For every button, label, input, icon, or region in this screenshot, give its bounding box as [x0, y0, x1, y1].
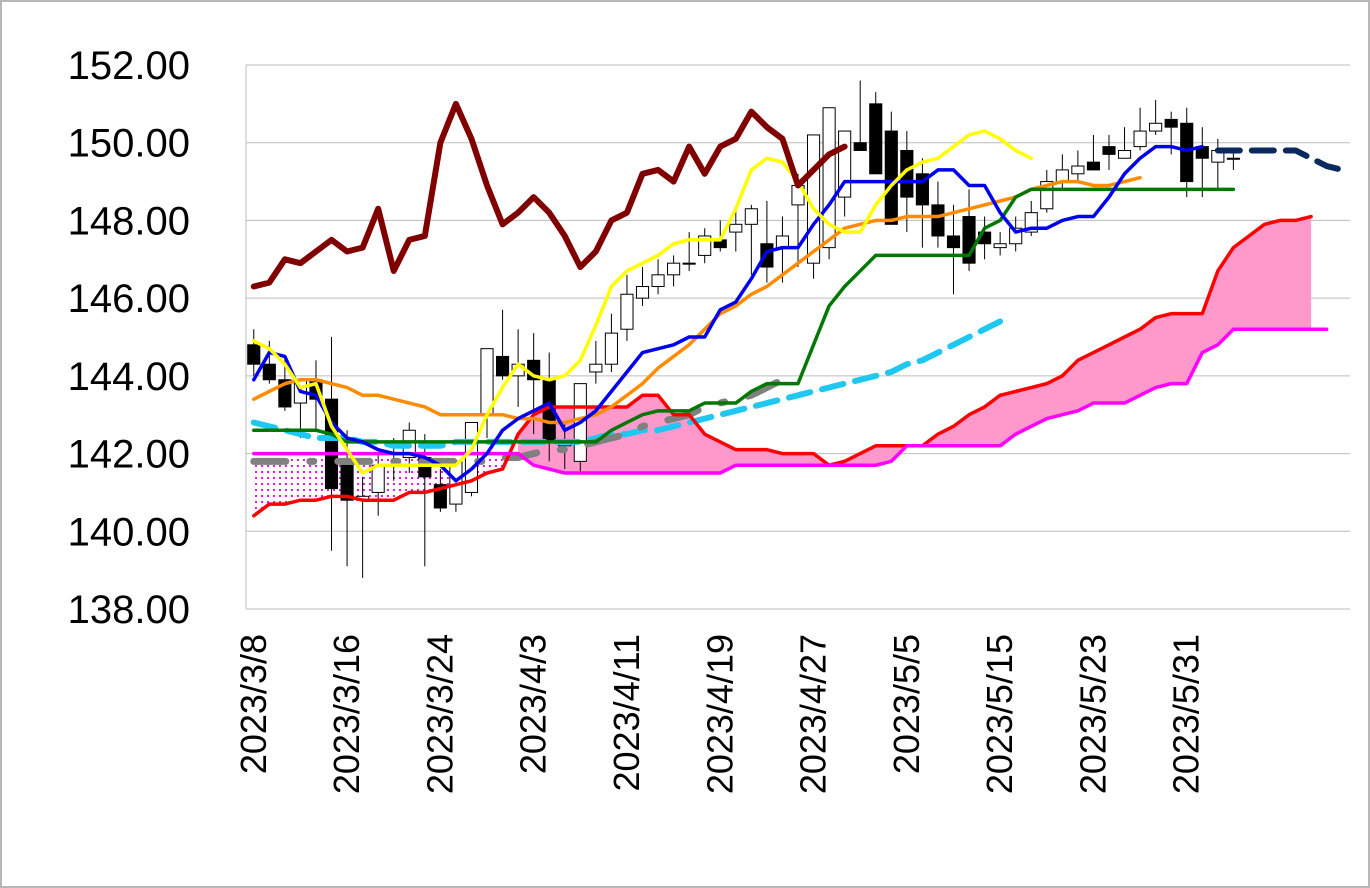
- candle-down: [1180, 122, 1194, 183]
- candle-up: [635, 285, 650, 299]
- candle-down: [495, 355, 510, 377]
- candle-up: [604, 332, 618, 365]
- series-line: [1214, 147, 1346, 173]
- y-tick-label: 146.00: [68, 277, 190, 321]
- x-tick-label: 2023/4/27: [793, 634, 834, 794]
- candle-up: [1133, 130, 1147, 148]
- axes: [245, 65, 1350, 610]
- series-line: [252, 144, 1205, 483]
- candle-up: [682, 262, 696, 265]
- candle-down: [1164, 118, 1178, 128]
- x-tick-label: 2023/5/31: [1166, 634, 1207, 794]
- candle-up: [589, 363, 603, 373]
- x-tick-label: 2023/3/24: [419, 634, 460, 794]
- candle-down: [869, 103, 883, 175]
- y-tick-label: 142.00: [68, 433, 190, 477]
- x-tick-labels: 2023/3/8 2023/3/16 2023/3/24 2023/4/3 2023/4…: [233, 634, 1207, 794]
- series-line: [252, 187, 1236, 444]
- y-tick-label: 144.00: [68, 355, 190, 399]
- x-tick-label: 2023/5/23: [1072, 634, 1113, 794]
- candle-down: [247, 344, 261, 365]
- series-line: [252, 175, 1142, 425]
- y-tick-labels: 138.00 140.00 142.00 144.00 146.00 148.00 150.…: [68, 44, 190, 632]
- x-tick-label: 2023/4/19: [699, 634, 740, 794]
- y-tick-label: 148.00: [68, 199, 190, 243]
- candle-up: [729, 223, 743, 233]
- candle-up: [993, 243, 1007, 249]
- candle-up: [651, 274, 665, 287]
- candle-down: [853, 142, 867, 151]
- candle-down: [340, 464, 354, 501]
- cloud-band: [518, 216, 1312, 474]
- x-tick-label: 2023/4/11: [606, 634, 647, 791]
- indicator-lines: [250, 100, 1346, 518]
- y-tick-label: 138.00: [68, 588, 190, 632]
- candle-down: [931, 204, 945, 237]
- candle-down: [262, 363, 276, 381]
- candle-up: [1149, 122, 1163, 132]
- candle-up: [1117, 149, 1132, 159]
- series-line: [252, 214, 1313, 518]
- candle-up: [1071, 165, 1085, 175]
- candlesticks: [247, 80, 1240, 578]
- x-tick-label: 2023/5/5: [886, 634, 927, 774]
- candle-up: [744, 208, 758, 225]
- series-line: [252, 327, 1329, 475]
- candle-up: [620, 293, 634, 330]
- y-tick-label: 152.00: [68, 44, 190, 88]
- candle-up: [371, 464, 385, 493]
- series-line: [252, 129, 1033, 475]
- y-tick-label: 140.00: [68, 510, 190, 554]
- x-tick-label: 2023/3/8: [233, 634, 274, 774]
- series-line: [250, 100, 848, 290]
- candle-up: [822, 107, 836, 249]
- candle-down: [946, 235, 961, 249]
- series-line: [250, 376, 786, 465]
- y-tick-label: 150.00: [68, 122, 190, 166]
- x-tick-label: 2023/5/15: [979, 634, 1020, 794]
- candle-down: [1086, 161, 1101, 171]
- candle-up: [667, 262, 681, 276]
- x-tick-label: 2023/3/16: [326, 634, 367, 794]
- candle-down: [760, 243, 774, 268]
- candle-up: [1226, 157, 1240, 160]
- x-tick-label: 2023/4/3: [513, 634, 554, 774]
- candle-down: [1102, 146, 1116, 155]
- candle-down: [884, 130, 898, 225]
